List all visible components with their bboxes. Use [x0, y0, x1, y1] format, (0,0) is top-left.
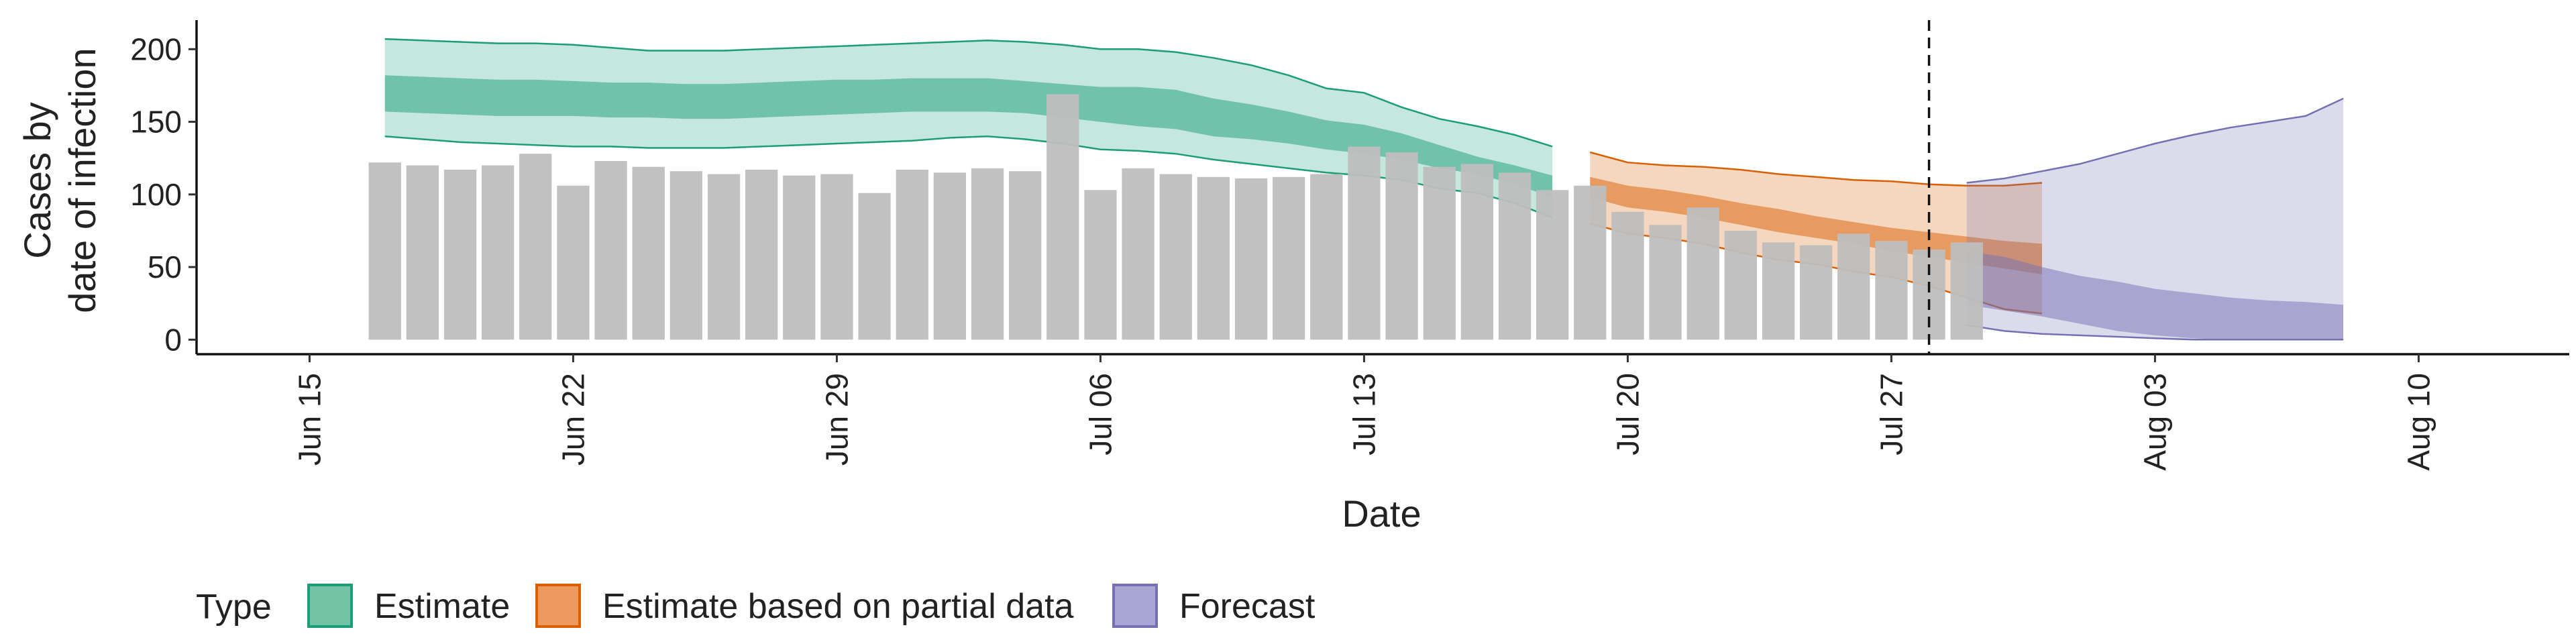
case-bar [896, 170, 928, 340]
case-bar [971, 168, 1004, 340]
case-bar [1875, 241, 1908, 340]
legend-label-forecast: Forecast [1179, 587, 1316, 626]
y-tick-label: 0 [164, 322, 182, 357]
case-bar [820, 174, 853, 340]
case-bar [1273, 176, 1305, 340]
case-bar [1348, 146, 1381, 340]
case-bar [1800, 245, 1833, 340]
case-bar [669, 171, 702, 340]
case-bar [1574, 185, 1607, 340]
x-tick-label: Jun 22 [555, 373, 590, 466]
case-bar [443, 170, 477, 340]
y-axis-title-line-2: date of infection [61, 48, 103, 313]
y-tick-label: 50 [148, 250, 182, 284]
case-bar [1460, 164, 1493, 340]
y-tick-label: 100 [130, 177, 182, 212]
bar-layer [368, 94, 1983, 340]
forecast-lower-line [1966, 324, 2344, 341]
case-bar [1122, 168, 1155, 340]
y-tick-label: 150 [130, 105, 182, 140]
case-bar [1686, 207, 1719, 340]
x-tick-label: Jul 27 [1874, 373, 1909, 455]
x-tick-label: Jun 15 [292, 373, 327, 466]
case-bar [594, 161, 627, 340]
case-bar [1234, 178, 1268, 340]
estimate-inner-band [384, 75, 1553, 198]
y-tick-label: 200 [130, 32, 182, 66]
estimate-based-on-partial-data-upper-line [1589, 151, 2043, 187]
case-bar [1611, 211, 1644, 340]
legend-item-estimate: Estimate [307, 584, 510, 628]
case-bar [1385, 152, 1418, 340]
case-bar [745, 170, 778, 340]
case-bar [1536, 190, 1569, 340]
case-bar [707, 174, 741, 340]
x-tick-label: Jun 29 [819, 373, 854, 466]
case-bar [519, 154, 552, 340]
x-tick-label: Jul 20 [1610, 373, 1645, 455]
case-bar [1950, 242, 1983, 340]
forecast-series [1966, 97, 2344, 341]
x-tick-label: Jul 06 [1083, 373, 1118, 455]
forecast-upper-line [1966, 97, 2344, 184]
case-bar [368, 162, 401, 340]
case-bar [632, 166, 665, 340]
x-tick-label: Jul 13 [1346, 373, 1381, 455]
case-bar [1159, 174, 1192, 340]
axes-layer: 0 50 100 150 200 Jun 15 Jun 22 Jun 29 Jul 06 Jul … [16, 20, 2569, 535]
forecast-inner-band [1966, 251, 2344, 340]
case-bar [557, 185, 590, 340]
case-bar [1762, 242, 1795, 340]
legend-key-forecast [1112, 584, 1158, 628]
legend: Type Estimate Estimate based on partial da… [196, 584, 1316, 628]
case-bar [858, 193, 891, 340]
legend-item-forecast: Forecast [1112, 584, 1316, 628]
case-bar [1498, 172, 1532, 340]
case-bar [933, 172, 966, 340]
case-bar [1649, 225, 1682, 340]
x-tick-label: Aug 10 [2401, 373, 2436, 471]
case-bar [1046, 94, 1079, 340]
case-bar [1724, 231, 1757, 340]
case-bar [1009, 171, 1042, 340]
legend-key-estimate [307, 584, 353, 628]
y-axis-title-line-1: Cases by [16, 102, 58, 258]
estimate-upper-line [384, 38, 1553, 148]
case-bar [1197, 176, 1230, 340]
x-tick-label: Aug 03 [2137, 373, 2172, 471]
case-bar [1310, 174, 1343, 340]
estimate-outer-band [384, 39, 1553, 218]
legend-label-estimate-based-on-partial-data: Estimate based on partial data [602, 587, 1074, 626]
legend-label-estimate: Estimate [374, 587, 510, 626]
legend-title: Type [196, 588, 272, 627]
x-axis-title: Date [1342, 492, 1421, 535]
legend-key-estimate-based-on-partial-data [535, 584, 581, 628]
case-bar [1084, 190, 1117, 340]
case-bar [1837, 233, 1870, 340]
case-bar [1423, 166, 1456, 340]
legend-item-estimate-based-on-partial-data: Estimate based on partial data [535, 584, 1074, 628]
case-bar [783, 175, 816, 340]
case-bar [482, 165, 515, 340]
case-bar [406, 165, 439, 340]
